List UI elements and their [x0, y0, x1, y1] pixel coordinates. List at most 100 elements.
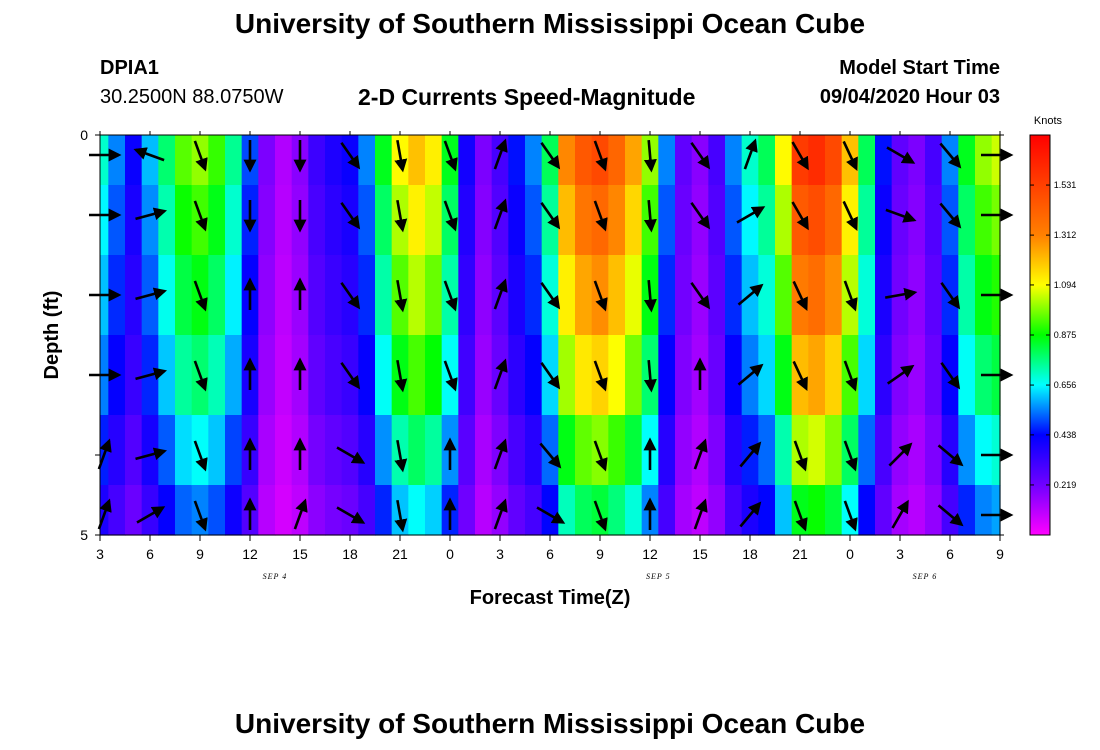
- current-arrow: [643, 359, 657, 393]
- heatmap-cell: [625, 185, 643, 256]
- heatmap-cell: [558, 135, 576, 186]
- current-arrow: [693, 438, 708, 470]
- heatmap-cell: [775, 485, 793, 536]
- heatmap-cell: [100, 135, 109, 186]
- heatmap-cell: [108, 485, 126, 536]
- heatmap-cell: [958, 255, 976, 336]
- heatmap-cell: [708, 185, 726, 256]
- heatmap-cell: [658, 485, 676, 536]
- heatmap-cell: [791, 185, 809, 256]
- current-arrow: [394, 139, 408, 173]
- heatmap-cell: [125, 185, 143, 256]
- current-arrow: [394, 279, 408, 313]
- heatmap-cell: [125, 255, 143, 336]
- heatmap-cell: [325, 485, 343, 536]
- axes: 3 6 9 12 15 18 21 0 3 6 9 12 15 18 21 0 3 6 9 SEP 4 SEP 5 SEP…: [80, 127, 1004, 581]
- heatmap-cell: [225, 255, 243, 336]
- heatmap-cell: [208, 335, 226, 416]
- current-arrow: [336, 506, 366, 524]
- current-arrow: [135, 287, 168, 301]
- heatmap-cell: [375, 335, 393, 416]
- heatmap-cell: [958, 485, 976, 536]
- current-arrow: [939, 142, 962, 169]
- heatmap-cell: [741, 185, 759, 256]
- station-id: DPIA1: [100, 57, 159, 79]
- heatmap-cell: [658, 135, 676, 186]
- heatmap-cell: [691, 185, 709, 256]
- heatmap-cell: [258, 185, 276, 256]
- x-tick-label: 6: [546, 546, 554, 562]
- x-tick-label: 9: [596, 546, 604, 562]
- heatmap-cell: [841, 415, 859, 486]
- heatmap-cell: [925, 185, 943, 256]
- heatmap-cell: [208, 415, 226, 486]
- current-arrow: [885, 208, 917, 223]
- heatmap-cell: [525, 335, 543, 416]
- heatmap-cell: [608, 415, 626, 486]
- heatmap-cell: [325, 255, 343, 336]
- current-arrow: [193, 360, 208, 392]
- heatmap-cell: [575, 185, 593, 256]
- colorbar-tick-label: 0.219: [1054, 480, 1077, 490]
- heatmap-cell: [625, 255, 643, 336]
- heatmap-cell: [191, 485, 209, 536]
- current-arrow: [540, 201, 561, 230]
- heatmap-cell: [508, 415, 526, 486]
- heatmap-cell: [458, 185, 476, 256]
- heatmap-cell: [675, 415, 693, 486]
- heatmap-cell: [258, 485, 276, 536]
- y-tick-label: 0: [80, 127, 88, 143]
- heatmap-cell: [758, 255, 776, 336]
- heatmap-cell: [825, 415, 843, 486]
- heatmap-cell: [891, 485, 909, 536]
- current-arrow: [133, 147, 165, 162]
- heatmap-cell: [825, 485, 843, 536]
- heatmap-cell: [941, 135, 959, 186]
- current-arrow: [135, 447, 168, 461]
- heatmap-cell: [425, 335, 443, 416]
- heatmap-cell: [158, 415, 176, 486]
- heatmap-cell: [925, 335, 943, 416]
- heatmap-cell: [741, 415, 759, 486]
- heatmap-cell: [958, 135, 976, 186]
- heatmap-cell: [458, 255, 476, 336]
- heatmap-cell: [108, 415, 126, 486]
- heatmap-cell: [141, 485, 159, 536]
- heatmap-cell: [608, 335, 626, 416]
- heatmap-cell: [125, 135, 143, 186]
- current-arrow: [842, 140, 858, 171]
- heatmap-cell: [808, 135, 826, 186]
- heatmap-cell: [458, 415, 476, 486]
- heatmap-cell: [808, 415, 826, 486]
- heatmap-cell: [441, 185, 459, 256]
- heatmap-cell: [275, 135, 293, 186]
- current-arrow: [593, 200, 608, 232]
- heatmap-cell: [408, 255, 426, 336]
- heatmap-cell: [475, 335, 493, 416]
- heatmap-cell: [741, 135, 759, 186]
- current-arrow: [693, 498, 708, 530]
- x-tick-label: 0: [446, 546, 454, 562]
- heatmap-cell: [408, 415, 426, 486]
- heatmap-cell: [975, 415, 993, 486]
- heatmap-cell: [108, 135, 126, 186]
- x-tick-label: 3: [96, 546, 104, 562]
- heatmap-cell: [358, 255, 376, 336]
- y-tick-label: 5: [80, 527, 88, 543]
- heatmap-cell: [858, 135, 876, 186]
- current-arrow: [135, 367, 168, 381]
- heatmap-cell: [575, 485, 593, 536]
- current-arrow: [493, 498, 508, 530]
- colorbar-ticks: 0.219 0.438 0.656 0.875 1.094 1.312 1.531: [1030, 180, 1076, 490]
- date-label: SEP 6: [913, 572, 938, 581]
- heatmap-cell: [575, 135, 593, 186]
- heatmap-cell: [158, 185, 176, 256]
- heatmap-cell: [608, 185, 626, 256]
- current-arrow: [593, 360, 608, 392]
- current-arrow: [792, 280, 808, 311]
- current-arrow: [888, 442, 913, 467]
- heatmap-cell: [275, 185, 293, 256]
- heatmap-cell: [625, 415, 643, 486]
- heatmap-cell: [908, 135, 926, 186]
- heatmap-cell: [325, 335, 343, 416]
